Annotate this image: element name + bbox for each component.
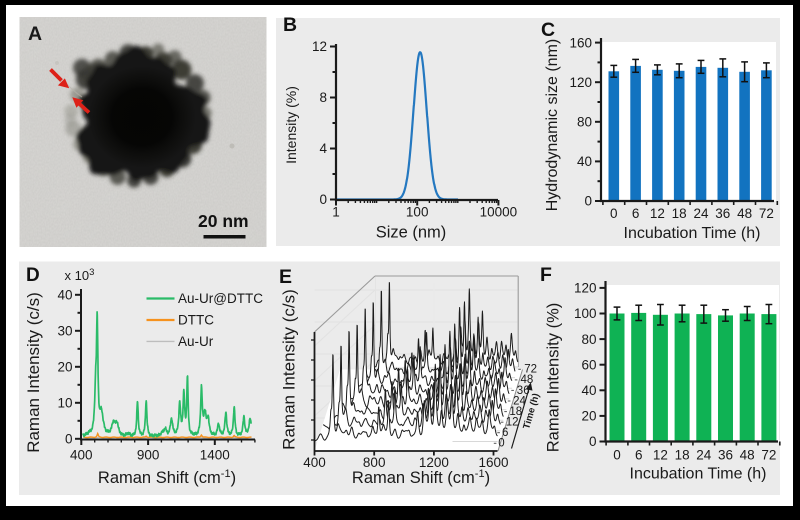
svg-text:48: 48 bbox=[521, 374, 534, 386]
svg-text:6: 6 bbox=[502, 427, 508, 439]
svg-text:100: 100 bbox=[574, 306, 597, 321]
svg-text:36: 36 bbox=[715, 206, 730, 221]
svg-text:30: 30 bbox=[57, 324, 72, 339]
svg-text:Intensity (%): Intensity (%) bbox=[283, 86, 299, 164]
svg-text:72: 72 bbox=[759, 206, 774, 221]
svg-text:400: 400 bbox=[70, 448, 93, 463]
svg-text:18: 18 bbox=[672, 206, 687, 221]
svg-text:Size (nm): Size (nm) bbox=[376, 224, 447, 242]
svg-text:Raman Intensity (%): Raman Intensity (%) bbox=[545, 303, 563, 452]
svg-text:48: 48 bbox=[740, 448, 755, 463]
svg-text:80: 80 bbox=[581, 332, 596, 347]
svg-text:F: F bbox=[540, 264, 552, 286]
svg-text:Raman Intensity (c/s): Raman Intensity (c/s) bbox=[24, 292, 43, 453]
svg-text:Au-Ur@DTTC: Au-Ur@DTTC bbox=[178, 291, 263, 306]
svg-text:40: 40 bbox=[57, 288, 72, 303]
svg-text:10000: 10000 bbox=[480, 205, 518, 220]
svg-text:1200: 1200 bbox=[419, 455, 449, 470]
svg-text:12: 12 bbox=[312, 39, 327, 54]
svg-text:C: C bbox=[541, 19, 555, 41]
svg-text:Hydrodynamic size (nm): Hydrodynamic size (nm) bbox=[544, 39, 561, 211]
svg-text:0: 0 bbox=[65, 432, 73, 447]
svg-text:E: E bbox=[279, 266, 292, 288]
svg-text:1600: 1600 bbox=[478, 455, 508, 470]
svg-text:8: 8 bbox=[319, 90, 327, 105]
svg-text:120: 120 bbox=[574, 281, 597, 296]
svg-text:20: 20 bbox=[57, 360, 72, 375]
svg-text:160: 160 bbox=[569, 35, 592, 50]
svg-text:18: 18 bbox=[509, 406, 522, 418]
svg-text:4: 4 bbox=[319, 141, 327, 156]
svg-text:900: 900 bbox=[137, 448, 160, 463]
svg-text:72: 72 bbox=[761, 448, 776, 463]
svg-text:Raman Intensity (c/s): Raman Intensity (c/s) bbox=[280, 289, 299, 450]
svg-text:0: 0 bbox=[613, 448, 621, 463]
svg-text:80: 80 bbox=[577, 115, 592, 130]
svg-text:Incubation Time (h): Incubation Time (h) bbox=[624, 225, 761, 242]
svg-text:36: 36 bbox=[517, 385, 530, 397]
svg-text:B: B bbox=[283, 14, 297, 36]
svg-text:12: 12 bbox=[653, 448, 668, 463]
svg-text:24: 24 bbox=[693, 206, 709, 221]
svg-text:0: 0 bbox=[319, 192, 327, 207]
svg-text:0: 0 bbox=[498, 438, 504, 450]
svg-text:12: 12 bbox=[650, 206, 665, 221]
svg-text:x 103: x 103 bbox=[65, 267, 95, 283]
svg-text:40: 40 bbox=[577, 154, 592, 169]
svg-text:0: 0 bbox=[610, 206, 618, 221]
svg-text:0: 0 bbox=[584, 194, 592, 209]
svg-text:20: 20 bbox=[581, 409, 596, 424]
svg-text:A: A bbox=[28, 23, 42, 45]
svg-text:D: D bbox=[26, 265, 40, 286]
svg-text:48: 48 bbox=[737, 206, 752, 221]
svg-text:40: 40 bbox=[581, 383, 596, 398]
svg-text:10: 10 bbox=[57, 396, 72, 411]
svg-text:800: 800 bbox=[363, 455, 386, 470]
svg-text:72: 72 bbox=[524, 364, 537, 376]
svg-text:6: 6 bbox=[635, 448, 643, 463]
svg-text:12: 12 bbox=[506, 417, 519, 429]
svg-text:0: 0 bbox=[589, 434, 597, 449]
svg-text:Raman Shift (cm-1): Raman Shift (cm-1) bbox=[352, 468, 490, 487]
svg-text:24: 24 bbox=[513, 395, 526, 407]
svg-text:24: 24 bbox=[696, 448, 712, 463]
svg-text:Au-Ur: Au-Ur bbox=[178, 334, 214, 349]
svg-text:20 nm: 20 nm bbox=[198, 211, 249, 231]
svg-text:36: 36 bbox=[718, 448, 733, 463]
svg-text:18: 18 bbox=[675, 448, 690, 463]
svg-text:6: 6 bbox=[632, 206, 640, 221]
svg-text:1400: 1400 bbox=[200, 448, 230, 463]
svg-text:Raman Shift (cm-1): Raman Shift (cm-1) bbox=[98, 468, 236, 487]
svg-text:100: 100 bbox=[406, 205, 429, 220]
svg-text:120: 120 bbox=[569, 75, 592, 90]
svg-text:1: 1 bbox=[332, 205, 340, 220]
svg-text:DTTC: DTTC bbox=[178, 313, 214, 328]
svg-text:400: 400 bbox=[303, 455, 326, 470]
svg-text:60: 60 bbox=[581, 357, 596, 372]
svg-text:Incubation Time (h): Incubation Time (h) bbox=[630, 466, 767, 483]
